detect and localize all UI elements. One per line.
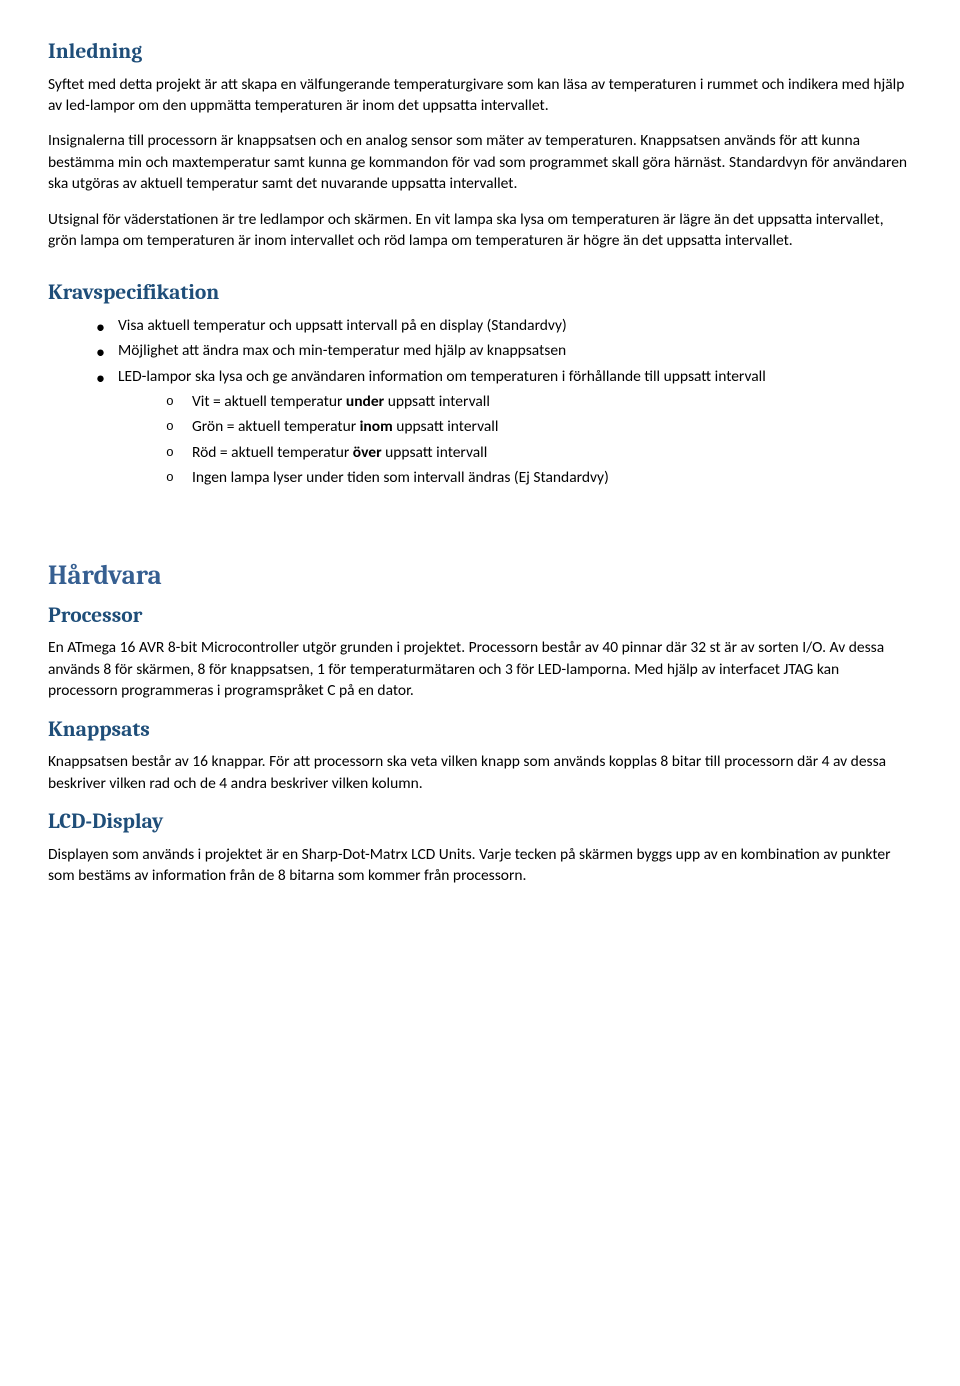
heading-lcd: LCD-Display <box>48 808 912 838</box>
inledning-para-3: Utsignal för väderstationen är tre ledla… <box>48 209 912 252</box>
krav-sub-rod-post: uppsatt intervall <box>382 443 488 462</box>
krav-sub-vit-bold: under <box>346 392 384 411</box>
krav-sub-gron-bold: inom <box>360 417 393 436</box>
krav-list: Visa aktuell temperatur och uppsatt inte… <box>48 315 912 489</box>
krav-item-3-text: LED-lampor ska lysa och ge användaren in… <box>118 367 766 386</box>
inledning-para-1: Syftet med detta projekt är att skapa en… <box>48 74 912 117</box>
krav-sub-rod: Röd = aktuell temperatur över uppsatt in… <box>166 442 912 463</box>
heading-processor: Processor <box>48 602 912 632</box>
heading-hardvara: Hårdvara <box>48 557 912 594</box>
krav-sub-vit: Vit = aktuell temperatur under uppsatt i… <box>166 391 912 412</box>
krav-sub-ingen: Ingen lampa lyser under tiden som interv… <box>166 467 912 488</box>
inledning-para-2: Insignalerna till processorn är knappsat… <box>48 130 912 194</box>
knappsats-para-1: Knappsatsen består av 16 knappar. För at… <box>48 751 912 794</box>
krav-sublist: Vit = aktuell temperatur under uppsatt i… <box>118 391 912 489</box>
krav-sub-vit-post: uppsatt intervall <box>384 392 490 411</box>
krav-item-3: LED-lampor ska lysa och ge användaren in… <box>96 366 912 489</box>
krav-sub-gron-pre: Grön = aktuell temperatur <box>192 417 360 436</box>
krav-sub-rod-pre: Röd = aktuell temperatur <box>192 443 353 462</box>
krav-sub-rod-bold: över <box>353 443 382 462</box>
heading-knappsats: Knappsats <box>48 716 912 746</box>
heading-inledning: Inledning <box>48 38 912 68</box>
processor-para-1: En ATmega 16 AVR 8-bit Microcontroller u… <box>48 637 912 701</box>
krav-item-2: Möjlighet att ändra max och min-temperat… <box>96 340 912 361</box>
krav-sub-gron: Grön = aktuell temperatur inom uppsatt i… <box>166 416 912 437</box>
krav-sub-gron-post: uppsatt intervall <box>393 417 499 436</box>
krav-sub-vit-pre: Vit = aktuell temperatur <box>192 392 346 411</box>
heading-kravspecifikation: Kravspecifikation <box>48 279 912 309</box>
krav-item-1: Visa aktuell temperatur och uppsatt inte… <box>96 315 912 336</box>
lcd-para-1: Displayen som används i projektet är en … <box>48 844 912 887</box>
